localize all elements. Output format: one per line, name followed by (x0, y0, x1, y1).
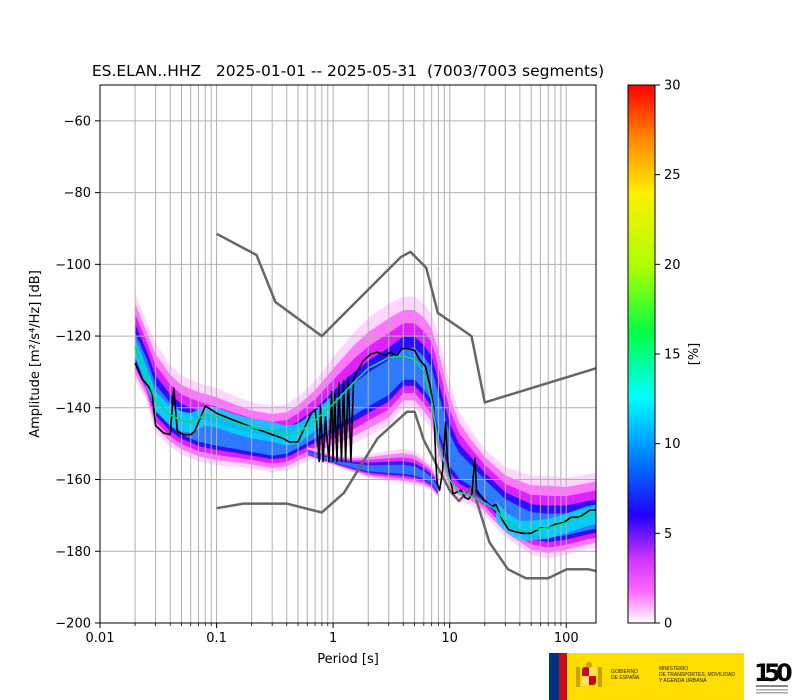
y-tick-label: −60 (64, 114, 91, 129)
lines-layer (134, 232, 596, 580)
high-noise-model-line (216, 232, 596, 404)
low-noise-model-line (216, 410, 596, 580)
colorbar-tick-label: 30 (664, 79, 681, 94)
colorbar-label: [%] (687, 343, 702, 366)
x-tick-label: 1 (329, 631, 337, 646)
y-axis: −60 −80 −100 −120 −140 −160 −180 −200 (55, 114, 100, 632)
svg-text:5: 5 (764, 659, 781, 687)
y-tick-label: −120 (55, 330, 91, 345)
colorbar-tick-label: 15 (664, 348, 681, 363)
ministry-wordmark: MINISTERIO DE TRANSPORTES, MOVILIDAD Y AGE… (659, 666, 735, 684)
colorbar (627, 84, 656, 624)
chart-title: ES.ELAN..HHZ 2025-01-01 -- 2025-05-31 (7… (92, 62, 604, 80)
y-tick-label: −80 (64, 186, 91, 201)
density-core (496, 501, 596, 541)
y-tick-label: −100 (55, 258, 91, 273)
coat-of-arms-icon (576, 662, 602, 687)
y-tick-label: −140 (55, 401, 91, 416)
government-logo: GOBIERNO DE ESPAÑA MINISTERIO DE TRANSPORT… (549, 653, 744, 700)
gov-wordmark: GOBIERNO DE ESPAÑA (611, 669, 640, 681)
svg-text:1: 1 (754, 659, 771, 687)
colorbar-ticks: 0 5 10 15 20 25 30 (655, 79, 681, 632)
density-band (307, 451, 439, 493)
colorbar-tick-label: 5 (664, 527, 672, 542)
x-tick-label: 0.01 (86, 631, 115, 646)
x-tick-label: 100 (554, 631, 579, 646)
density-layer (135, 293, 596, 559)
x-tick-label: 0.1 (206, 631, 227, 646)
y-tick-label: −200 (55, 617, 91, 632)
ign-anniversary-logo: 1 5 0 (754, 659, 792, 694)
mean-line (134, 346, 596, 531)
y-axis-label: Amplitude [m²/s⁴/Hz] [dB] (28, 270, 43, 438)
colorbar-tick-label: 0 (664, 617, 672, 632)
colorbar-tick-label: 10 (664, 437, 681, 452)
svg-text:0: 0 (776, 659, 792, 687)
y-tick-label: −180 (55, 545, 91, 560)
grid-layer (100, 85, 596, 623)
colorbar-tick-label: 25 (664, 168, 681, 183)
spain-flag-stripe (559, 653, 567, 700)
density-core (135, 337, 334, 446)
colorbar-tick-label: 20 (664, 258, 681, 273)
plot-frame (99, 84, 597, 624)
x-tick-label: 10 (441, 631, 458, 646)
x-axis-label: Period [s] (317, 652, 379, 667)
y-tick-label: −160 (55, 473, 91, 488)
density-band (135, 332, 596, 538)
x-axis: 0.01 0.1 1 10 100 (86, 623, 579, 646)
